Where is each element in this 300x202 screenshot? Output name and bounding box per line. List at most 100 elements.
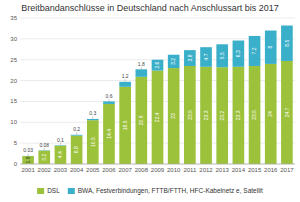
bar-segment <box>200 47 212 67</box>
data-label: 7.2 <box>251 47 257 54</box>
x-tick-label: 2011 <box>183 167 197 173</box>
bars <box>22 26 292 164</box>
data-label: 3.2 <box>170 58 176 65</box>
x-tick-label: 2007 <box>118 167 132 173</box>
y-tick-label: 20 <box>10 78 17 84</box>
data-label: 5.5 <box>219 52 225 59</box>
bar-segment <box>87 119 99 120</box>
leader-line <box>108 99 109 102</box>
bar-segment <box>249 66 261 164</box>
x-tick-label: 2010 <box>167 167 181 173</box>
x-tick-label: 2005 <box>86 167 100 173</box>
legend-label: DSL <box>47 187 60 194</box>
data-label: 14.4 <box>106 129 112 139</box>
y-tick-label: 15 <box>10 98 17 104</box>
bar-segment <box>216 67 228 164</box>
x-tick-label: 2013 <box>216 167 230 173</box>
leader-line <box>44 148 45 151</box>
x-tick-label: 2002 <box>38 167 52 173</box>
title: Breitbandanschlüsse in Deutschland nach … <box>21 3 279 13</box>
y-tick-label: 5 <box>14 140 18 146</box>
x-tick-label: 2003 <box>54 167 68 173</box>
data-label: 0.3 <box>89 110 96 116</box>
data-label: 0.1 <box>57 137 64 143</box>
legend-swatch <box>68 188 75 194</box>
bar-segment <box>200 67 212 164</box>
x-tick-label: 2015 <box>248 167 262 173</box>
grid-line <box>20 164 295 165</box>
bar-segment <box>184 50 196 66</box>
leader-line <box>141 67 142 70</box>
bar-segment <box>38 151 50 164</box>
x-tick-label: 2016 <box>264 167 278 173</box>
bar-segment <box>136 77 148 164</box>
y-tick-label: 10 <box>10 119 17 125</box>
data-label: 23.3 <box>235 110 241 120</box>
x-axis-line <box>20 164 295 165</box>
data-label: 18.5 <box>122 120 128 130</box>
data-label: 8 <box>267 46 273 49</box>
x-tick-label: 2004 <box>70 167 84 173</box>
bar-segment <box>233 41 245 67</box>
bar-segment <box>249 36 261 66</box>
data-label: 23.5 <box>251 110 257 120</box>
data-label: 2.6 <box>154 61 160 68</box>
bar-segment <box>71 136 83 164</box>
data-label: 6.3 <box>235 50 241 57</box>
chart-container: Breitbandanschlüsse in Deutschland nach … <box>0 0 300 202</box>
y-tick-label: 35 <box>10 15 17 21</box>
y-tick-label: 25 <box>10 57 17 63</box>
leader-line <box>125 79 126 82</box>
data-label: 23 <box>170 113 176 119</box>
bar-segment <box>136 69 148 77</box>
bar-segment <box>168 68 180 164</box>
data-label: 3.8 <box>187 54 193 61</box>
bar-segment <box>281 61 293 164</box>
data-label: 3.2 <box>41 154 47 161</box>
data-label: 0.03 <box>23 147 33 153</box>
legend-swatch <box>37 188 44 194</box>
bar-segment <box>233 67 245 164</box>
x-tick-label: 2009 <box>151 167 165 173</box>
data-label: 24 <box>267 111 273 117</box>
data-label: 0.2 <box>73 126 80 132</box>
bar-segment <box>184 66 196 164</box>
x-tick-label: 2012 <box>199 167 213 173</box>
bar-segment <box>281 26 293 61</box>
data-label: 0.6 <box>105 93 112 99</box>
bar-segment <box>103 104 115 164</box>
chart-svg: Breitbandanschlüsse in Deutschland nach … <box>0 0 300 202</box>
leader-line <box>28 153 29 156</box>
bar-segment <box>55 146 67 164</box>
bar-segment <box>22 156 34 164</box>
bar-segment <box>103 101 115 104</box>
grid-line <box>20 18 295 19</box>
data-label: 22.4 <box>154 112 160 122</box>
grid <box>20 18 295 164</box>
data-label: 4.7 <box>203 53 209 60</box>
data-label: 23.2 <box>219 111 225 121</box>
data-label: 24.7 <box>284 107 290 117</box>
bar-segment <box>168 55 180 68</box>
bar-segment <box>265 31 277 64</box>
data-label: 8.5 <box>284 40 290 47</box>
data-label: 1.8 <box>138 61 145 67</box>
data-labels: 1.90.033.20.084.40.16.80.210.50.314.40.6… <box>23 40 289 164</box>
x-tick-label: 2006 <box>102 167 116 173</box>
data-label: 23.3 <box>203 110 209 120</box>
leader-line <box>60 143 61 146</box>
data-label: 20.9 <box>138 115 144 125</box>
bar-segment <box>152 71 164 164</box>
x-tick-label: 2014 <box>232 167 246 173</box>
data-label: 6.8 <box>73 146 79 153</box>
x-tick-label: 2008 <box>135 167 149 173</box>
bar-segment <box>119 82 131 87</box>
data-label: 23.5 <box>187 110 193 120</box>
data-label: 10.5 <box>90 137 96 147</box>
bar-segment <box>152 60 164 71</box>
x-tick-label: 2001 <box>21 167 35 173</box>
leader-line <box>76 132 77 135</box>
x-tick-label: 2017 <box>280 167 294 173</box>
data-label: 1.2 <box>122 73 129 79</box>
bar-segment <box>216 44 228 67</box>
